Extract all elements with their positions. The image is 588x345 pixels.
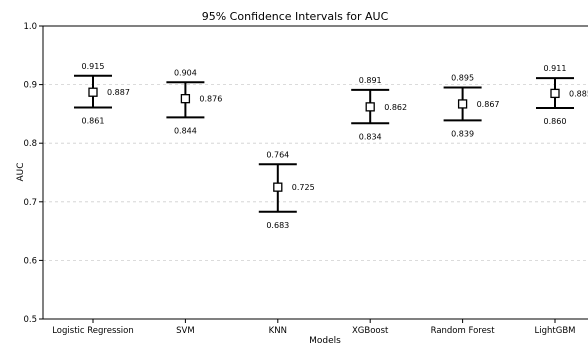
upper-value-label: 0.764 xyxy=(266,150,289,159)
error-bar-xgboost: 0.891 0.834 0.862 xyxy=(351,76,407,141)
lower-value-label: 0.834 xyxy=(359,132,382,141)
auc-marker xyxy=(273,182,283,192)
auc-marker xyxy=(180,94,191,104)
upper-value-label: 0.895 xyxy=(451,74,474,83)
auc-value-label: 0.876 xyxy=(199,95,222,104)
auc-marker xyxy=(365,102,375,112)
y-axis: 0.5 0.6 0.7 0.8 0.9 1.0 xyxy=(23,22,43,325)
x-tick-label: Logistic Regression xyxy=(52,326,134,336)
y-axis-label: AUC xyxy=(16,162,26,181)
x-axis-label: Models xyxy=(309,336,341,345)
error-bar-knn: 0.764 0.683 0.725 xyxy=(258,150,315,230)
y-tick-label: 1.0 xyxy=(23,22,37,32)
upper-value-label: 0.915 xyxy=(82,62,105,71)
auc-value-label: 0.725 xyxy=(292,183,315,192)
auc-value-label: 0.862 xyxy=(384,103,407,112)
auc-value-label: 0.885 xyxy=(569,89,588,98)
upper-value-label: 0.891 xyxy=(359,76,382,85)
auc-value-label: 0.887 xyxy=(107,88,130,97)
x-tick-label: SVM xyxy=(176,326,195,336)
x-axis: Logistic Regression SVM KNN XGBoost Random F… xyxy=(52,319,575,336)
y-tick-label: 0.6 xyxy=(23,256,37,266)
y-tick-label: 0.8 xyxy=(23,139,37,149)
upper-value-label: 0.911 xyxy=(544,64,567,73)
gridlines xyxy=(43,84,588,261)
auc-marker xyxy=(88,87,98,97)
upper-value-label: 0.904 xyxy=(174,68,197,77)
x-tick-label: LightGBM xyxy=(535,326,576,336)
lower-value-label: 0.839 xyxy=(451,129,474,138)
error-bar-logistic-regression: 0.915 0.861 0.887 xyxy=(74,62,130,125)
error-bar-svm: 0.904 0.844 0.876 xyxy=(166,68,222,135)
error-bar-lightgbm: 0.911 0.860 0.885 xyxy=(536,64,588,126)
lower-value-label: 0.844 xyxy=(174,126,197,135)
auc-value-label: 0.867 xyxy=(477,100,500,109)
x-tick-label: KNN xyxy=(269,326,287,336)
lower-value-label: 0.861 xyxy=(82,116,105,125)
auc-marker xyxy=(457,99,468,109)
x-tick-label: XGBoost xyxy=(352,326,389,336)
auc-marker xyxy=(550,88,560,99)
chart-title: 95% Confidence Intervals for AUC xyxy=(202,10,389,23)
error-bars: 0.915 0.861 0.887 0.904 0.844 0.876 0.764 0.683… xyxy=(74,62,588,230)
error-bar-random-forest: 0.895 0.839 0.867 xyxy=(443,74,500,138)
x-tick-label: Random Forest xyxy=(431,326,496,336)
y-tick-label: 0.5 xyxy=(23,315,37,325)
lower-value-label: 0.683 xyxy=(266,221,289,230)
y-tick-label: 0.7 xyxy=(23,198,37,208)
lower-value-label: 0.860 xyxy=(544,117,567,126)
y-tick-label: 0.9 xyxy=(23,81,37,91)
